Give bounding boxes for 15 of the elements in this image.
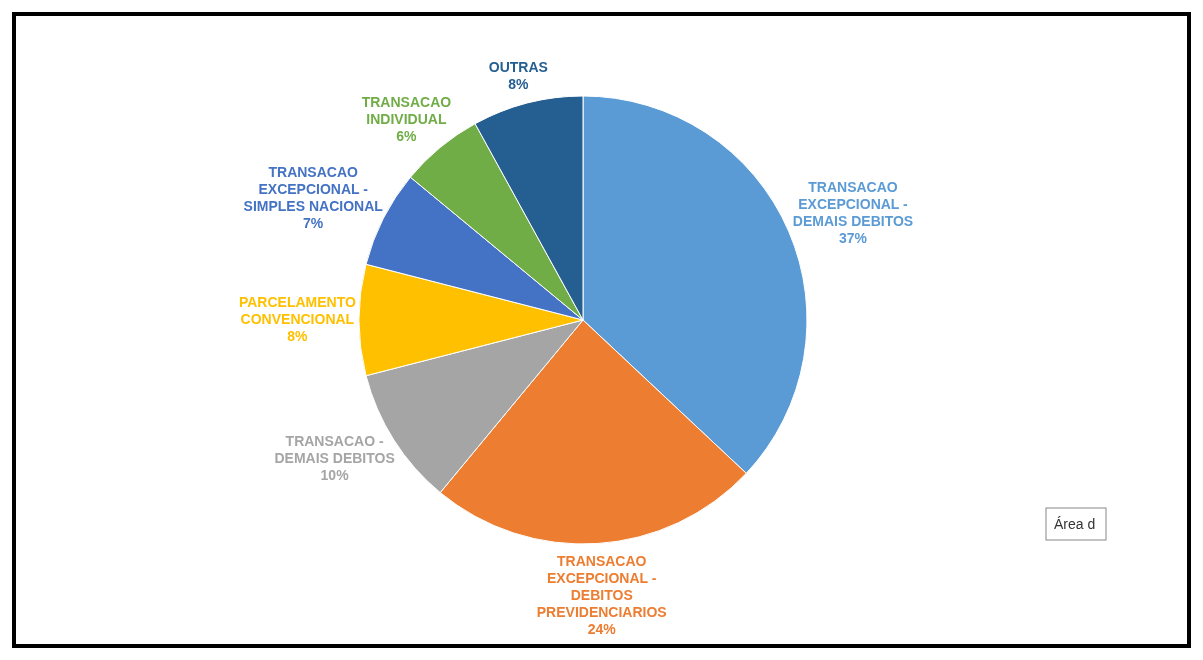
slice-label: OUTRAS [488,59,548,76]
slice-label: TRANSACAO INDIVIDUAL [361,93,452,127]
slice-label: TRANSACAO - DEMAIS DEBITOS [274,432,395,466]
data-label: 6% [396,127,418,144]
slice-label: TRANSACAO EXCEPCIONAL - DEMAIS DEBITOS [792,178,914,229]
text: Área d [1054,516,1096,532]
slice-label: TRANSACAO EXCEPCIONAL - DEBITOS PREVIDENCIARIOS [536,552,667,620]
data-label: 10% [320,466,350,483]
data-label: 24% [587,620,617,637]
data-label: 7% [303,214,324,231]
data-label: 8% [508,76,530,93]
data-label: 8% [287,327,309,344]
slice-label: PARCELAMENTO CONVENCIONAL [238,293,356,327]
data-label: 37% [838,229,868,246]
slice-label: TRANSACAO EXCEPCIONAL - SIMPLES NACIONAL [243,163,384,214]
